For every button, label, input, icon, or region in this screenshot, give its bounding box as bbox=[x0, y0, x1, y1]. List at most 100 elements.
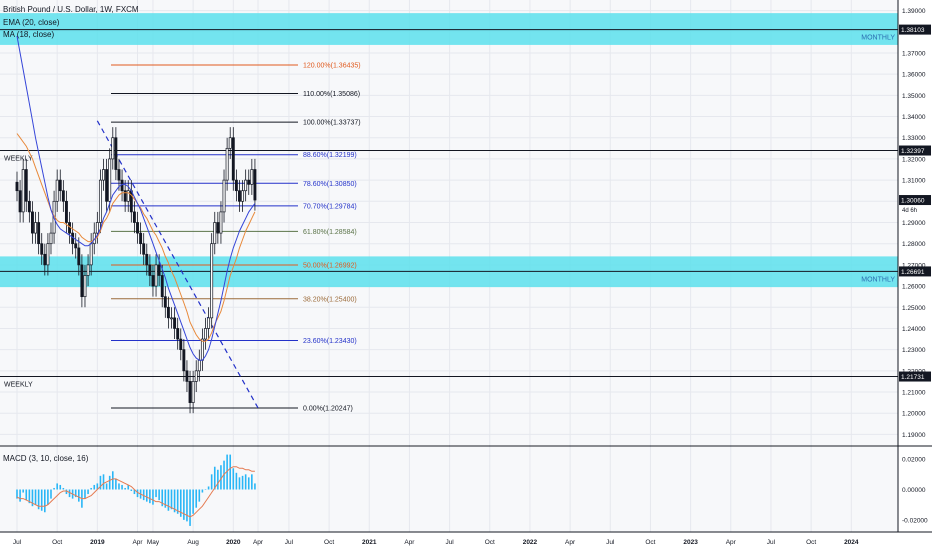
candle-body[interactable] bbox=[241, 190, 245, 202]
macd-histogram-bar bbox=[108, 475, 111, 490]
candle-body[interactable] bbox=[179, 338, 183, 350]
macd-histogram-bar bbox=[217, 469, 219, 490]
monthly-zone-label: MONTHLY bbox=[861, 35, 895, 42]
time-tick-label: 2022 bbox=[523, 539, 538, 546]
price-tick-label: 1.27000 bbox=[902, 262, 926, 269]
candle-body[interactable] bbox=[160, 275, 164, 298]
candle-body[interactable] bbox=[151, 275, 155, 287]
candle-body[interactable] bbox=[102, 169, 105, 181]
macd-histogram-bar bbox=[226, 454, 228, 490]
candle-body[interactable] bbox=[83, 275, 87, 298]
candle-body[interactable] bbox=[58, 179, 62, 192]
candle-body[interactable] bbox=[114, 137, 118, 170]
candle-body[interactable] bbox=[247, 179, 251, 185]
candle-body[interactable] bbox=[244, 179, 248, 192]
candle-body[interactable] bbox=[46, 243, 50, 266]
candle-body[interactable] bbox=[40, 243, 44, 255]
candle-body[interactable] bbox=[173, 317, 177, 329]
macd-histogram-bar bbox=[136, 489, 139, 498]
candle-body[interactable] bbox=[228, 137, 232, 149]
trendline[interactable] bbox=[96, 120, 259, 409]
candle-body[interactable] bbox=[64, 200, 68, 223]
candle-body[interactable] bbox=[213, 222, 217, 245]
candle-body[interactable] bbox=[200, 338, 204, 361]
candle-body[interactable] bbox=[216, 222, 220, 234]
macd-histogram-bar bbox=[121, 484, 123, 490]
candle-body[interactable] bbox=[222, 179, 226, 213]
candle-body[interactable] bbox=[108, 158, 112, 202]
candle-body[interactable] bbox=[98, 179, 102, 223]
macd-histogram-bar bbox=[232, 468, 235, 490]
macd-histogram-bar bbox=[235, 472, 238, 490]
macd-histogram-bar bbox=[158, 489, 160, 501]
candle-body[interactable] bbox=[111, 137, 115, 160]
candle-body[interactable] bbox=[185, 370, 189, 382]
candle-body[interactable] bbox=[123, 190, 127, 202]
candle-body[interactable] bbox=[231, 137, 235, 181]
candle-body[interactable] bbox=[219, 211, 223, 234]
candle-body[interactable] bbox=[74, 243, 78, 249]
candle-body[interactable] bbox=[77, 247, 81, 266]
candle-body[interactable] bbox=[225, 147, 229, 181]
candle-body[interactable] bbox=[253, 169, 257, 201]
price-tick-label: 1.37000 bbox=[902, 50, 926, 57]
candle-body[interactable] bbox=[31, 211, 34, 234]
macd-histogram-bar bbox=[133, 489, 136, 495]
candle-body[interactable] bbox=[250, 169, 254, 185]
candle-body[interactable] bbox=[15, 181, 19, 192]
candle-body[interactable] bbox=[142, 243, 146, 255]
candle-body[interactable] bbox=[139, 232, 143, 245]
candle-body[interactable] bbox=[157, 264, 161, 276]
candle-body[interactable] bbox=[176, 328, 180, 340]
candle-body[interactable] bbox=[21, 169, 25, 213]
candle-body[interactable] bbox=[197, 359, 201, 372]
candle-body[interactable] bbox=[145, 253, 149, 266]
candle-body[interactable] bbox=[204, 328, 207, 340]
ma-indicator-label[interactable]: MA (18, close) bbox=[3, 30, 55, 39]
candle-body[interactable] bbox=[154, 264, 158, 287]
candle-body[interactable] bbox=[191, 381, 195, 403]
candle-body[interactable] bbox=[95, 222, 99, 234]
macd-histogram-bar bbox=[247, 477, 250, 490]
candle-body[interactable] bbox=[170, 317, 173, 320]
candle-body[interactable] bbox=[126, 190, 130, 202]
candle-body[interactable] bbox=[132, 211, 136, 223]
weekly-level-label: WEEKLY bbox=[4, 382, 33, 389]
ema-indicator-label[interactable]: EMA (20, close) bbox=[3, 18, 60, 27]
candle-body[interactable] bbox=[43, 253, 47, 266]
macd-indicator-label[interactable]: MACD (3, 10, close, 16) bbox=[3, 454, 89, 463]
candle-body[interactable] bbox=[234, 179, 238, 192]
candle-body[interactable] bbox=[49, 232, 53, 245]
candle-body[interactable] bbox=[188, 381, 192, 403]
price-tick-label: 1.26000 bbox=[902, 284, 926, 291]
candle-body[interactable] bbox=[136, 222, 139, 234]
candle-body[interactable] bbox=[194, 370, 198, 382]
candle-body[interactable] bbox=[80, 264, 84, 298]
candle-body[interactable] bbox=[166, 306, 170, 319]
candle-body[interactable] bbox=[61, 190, 65, 202]
macd-histogram-bar bbox=[238, 477, 241, 490]
price-tick-label: 1.25000 bbox=[902, 305, 926, 312]
candle-body[interactable] bbox=[27, 200, 31, 213]
candle-body[interactable] bbox=[105, 169, 109, 202]
fib-level-label: 50.00%(1.26992) bbox=[303, 263, 357, 270]
macd-histogram-bar bbox=[167, 489, 170, 511]
candle-body[interactable] bbox=[238, 190, 241, 202]
candle-body[interactable] bbox=[86, 264, 90, 276]
candle-body[interactable] bbox=[148, 264, 152, 276]
candle-body[interactable] bbox=[24, 169, 28, 202]
candle-body[interactable] bbox=[55, 179, 59, 202]
candle-body[interactable] bbox=[207, 317, 211, 329]
macd-histogram-bar bbox=[102, 474, 105, 490]
candle-body[interactable] bbox=[182, 349, 186, 372]
time-tick-label: 2020 bbox=[226, 539, 241, 546]
candle-body[interactable] bbox=[117, 169, 121, 181]
candle-body[interactable] bbox=[210, 243, 214, 319]
candle-body[interactable] bbox=[37, 222, 41, 245]
candle-body[interactable] bbox=[34, 222, 37, 234]
candle-body[interactable] bbox=[18, 190, 22, 213]
candle-body[interactable] bbox=[89, 243, 93, 266]
macd-histogram-bar bbox=[179, 489, 182, 517]
candle-body[interactable] bbox=[163, 296, 167, 308]
